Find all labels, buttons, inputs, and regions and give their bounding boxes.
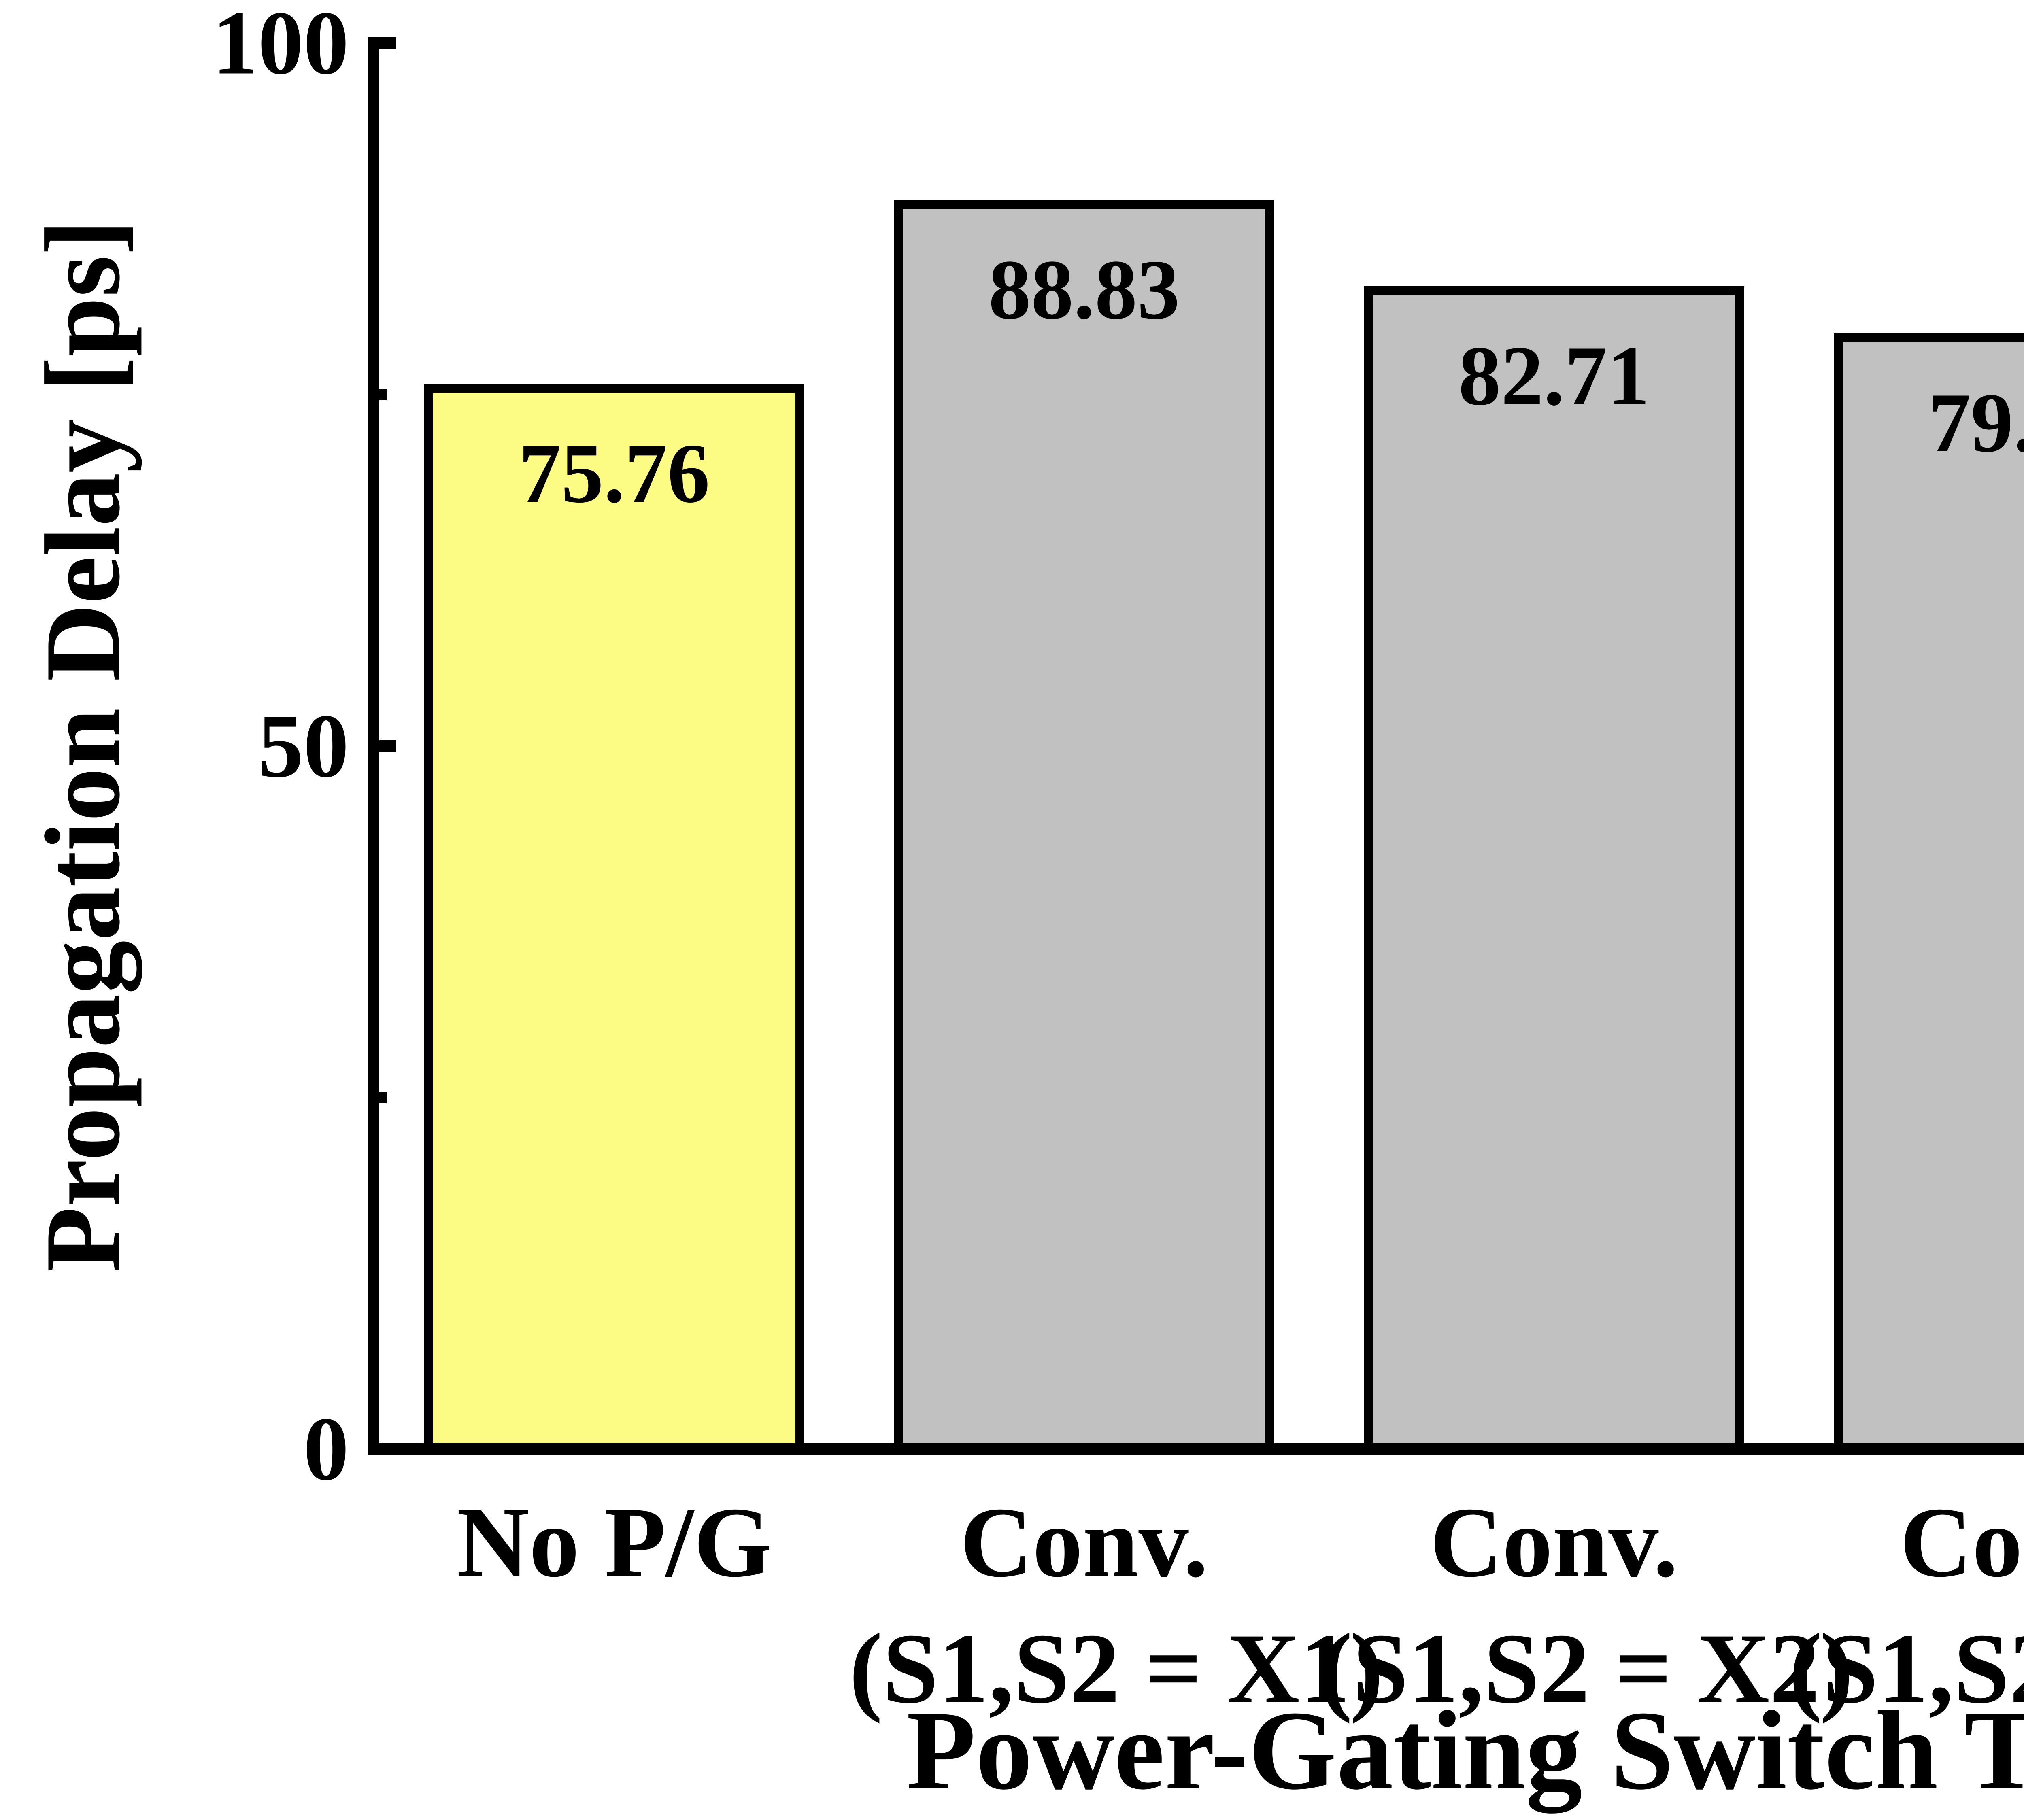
y-minor-tick-25 xyxy=(379,1092,387,1103)
y-tick-label-50: 50 xyxy=(258,695,349,796)
y-tick-label-0: 0 xyxy=(303,1398,349,1499)
x-tick-label-1: No P/G xyxy=(379,1479,849,1606)
bar-conv-s1-s2-x2: 82.71 xyxy=(1364,286,1744,1455)
x-tick-label-line1: No P/G xyxy=(457,1487,772,1598)
x-axis-line xyxy=(368,1443,2024,1455)
y-minor-tick-75 xyxy=(379,389,387,400)
bar-value-label: 75.76 xyxy=(519,427,710,521)
x-tick-label-3: Conv. (S1,S2 = X2) xyxy=(1319,1479,1854,1732)
y-major-tick-100 xyxy=(379,37,396,49)
y-major-tick-50 xyxy=(379,740,396,752)
bar-value-label: 79.37 xyxy=(1928,376,2024,470)
bar-value-label: 82.71 xyxy=(1458,329,1650,423)
y-tick-label-100: 100 xyxy=(212,0,349,93)
x-tick-label-line1: Conv. xyxy=(960,1487,1208,1598)
x-tick-label-line1: Conv. xyxy=(1900,1487,2024,1598)
y-axis-line xyxy=(368,37,379,1455)
x-tick-label-line2: (S1,S2 = X1) xyxy=(849,1613,1384,1724)
bar-value-label: 88.83 xyxy=(988,243,1180,337)
x-axis-title: Power-Gating Switch Type xyxy=(906,1687,2024,1813)
bar-conv-s1-s2-x4: 79.37 xyxy=(1833,333,2024,1455)
x-tick-label-line2: (S1,S2 = X2) xyxy=(1319,1613,1854,1724)
y-axis-title: Propagation Delay [ps] xyxy=(23,219,142,1272)
x-tick-label-line1: Conv. xyxy=(1430,1487,1678,1598)
bar-conv-s1-s2-x1: 88.83 xyxy=(894,200,1275,1455)
x-tick-label-2: Conv. (S1,S2 = X1) xyxy=(849,1479,1384,1732)
bar-no-p-g: 75.76 xyxy=(424,384,805,1455)
x-tick-label-4: Conv. (S1,S2 = X4) xyxy=(1789,1479,2024,1732)
x-tick-label-line2: (S1,S2 = X4) xyxy=(1789,1613,2024,1724)
